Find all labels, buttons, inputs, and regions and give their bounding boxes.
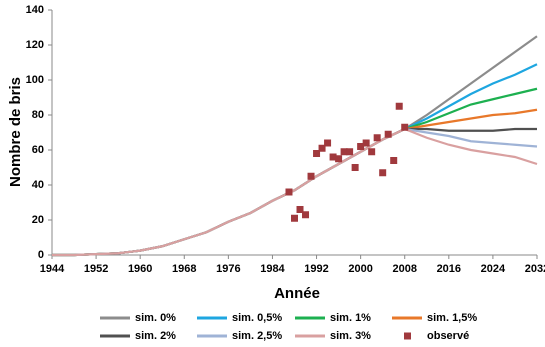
point <box>395 102 403 110</box>
point <box>335 155 343 163</box>
point <box>318 144 326 152</box>
legend-label: sim. 3% <box>330 330 371 342</box>
point <box>357 143 365 150</box>
x-tick-label: 2008 <box>392 263 416 275</box>
legend-label: sim. 0,5% <box>232 312 282 324</box>
point <box>373 134 381 142</box>
point <box>346 148 354 156</box>
x-tick-label: 1992 <box>304 263 328 275</box>
legend-label: sim. 1% <box>330 312 371 324</box>
x-tick-label: 1968 <box>172 263 196 275</box>
legend-label: sim. 1,5% <box>427 312 477 324</box>
point <box>313 150 321 157</box>
y-tick-label: 40 <box>32 179 44 191</box>
point <box>384 130 392 138</box>
series-line <box>52 127 538 257</box>
x-tick-label: 1960 <box>128 263 152 275</box>
point <box>307 172 315 180</box>
y-tick-label: 120 <box>26 39 44 51</box>
y-tick-label: 140 <box>26 4 44 16</box>
y-tick-label: 80 <box>32 109 44 121</box>
legend-label: observé <box>427 330 469 342</box>
point <box>296 206 304 213</box>
series-line <box>52 35 538 257</box>
point <box>390 157 398 164</box>
legend-label: sim. 2% <box>135 330 176 342</box>
legend-label: sim. 0% <box>135 312 176 324</box>
legend-swatch <box>404 332 411 340</box>
y-tick-label: 60 <box>32 144 44 156</box>
x-tick-label: 1944 <box>40 263 65 275</box>
point <box>302 211 310 219</box>
point <box>291 214 298 222</box>
x-tick-label: 1952 <box>84 263 108 275</box>
series-line <box>52 63 538 257</box>
point <box>329 153 337 161</box>
point <box>351 164 359 171</box>
point <box>368 148 376 156</box>
y-tick-label: 0 <box>38 249 44 261</box>
point <box>340 148 348 156</box>
point <box>285 188 293 196</box>
x-tick-label: 2000 <box>348 263 372 275</box>
y-axis-title: Nombre de bris <box>7 77 24 187</box>
x-tick-label: 2016 <box>437 263 461 275</box>
x-tick-label: 2024 <box>481 263 506 275</box>
legend-label: sim. 2,5% <box>232 330 282 342</box>
x-tick-label: 1976 <box>216 263 240 275</box>
x-tick-label: 1984 <box>260 263 285 275</box>
series-line <box>52 87 538 257</box>
y-tick-label: 100 <box>26 74 44 86</box>
point <box>362 139 370 147</box>
point <box>379 169 387 177</box>
point <box>324 139 332 147</box>
x-axis-title: Année <box>274 285 320 302</box>
point <box>401 123 409 131</box>
y-tick-label: 20 <box>32 214 44 226</box>
x-tick-label: 2032 <box>525 263 545 275</box>
